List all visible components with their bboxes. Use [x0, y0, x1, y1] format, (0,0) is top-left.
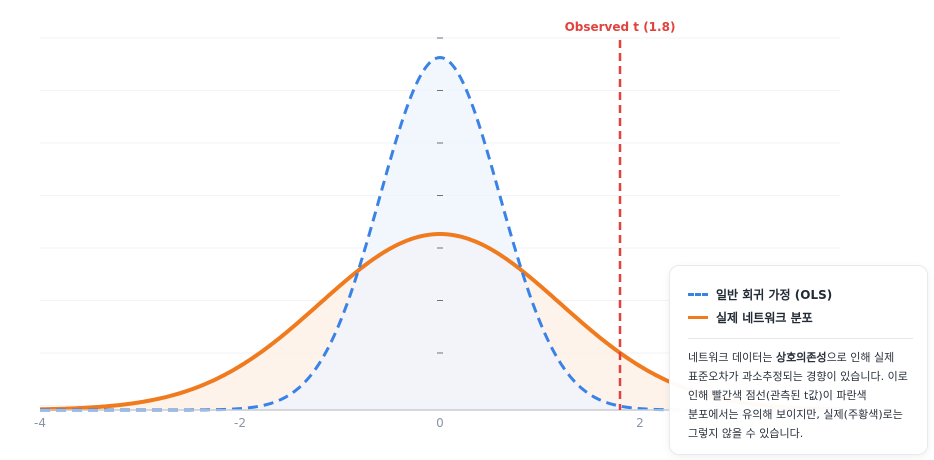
dashed-line-swatch-icon	[688, 292, 708, 296]
x-tick-label: -4	[34, 416, 46, 430]
x-tick-label: 0	[436, 416, 444, 430]
x-tick-label: 2	[636, 416, 644, 430]
legend-label-ols: 일반 회귀 가정 (OLS)	[716, 287, 833, 302]
x-tick-label: -2	[234, 416, 246, 430]
legend-item-network[interactable]: 실제 네트워크 분포	[688, 306, 913, 328]
observed-t-label: Observed t (1.8)	[565, 20, 676, 34]
legend-panel: 일반 회귀 가정 (OLS) 실제 네트워크 분포 네트워크 데이터는 상호의존…	[669, 265, 928, 455]
note-text-bold: 상호의존성	[775, 351, 827, 364]
annotations: Observed t (1.8)	[565, 20, 676, 410]
legend-divider	[688, 338, 913, 339]
note-text-1: 네트워크 데이터는	[688, 351, 776, 364]
note-text-2: 으로 인해 실제 표준오차가 과소추정되는 경향이 있습니다. 이로 인해 빨간…	[688, 351, 908, 440]
legend-explanation: 네트워크 데이터는 상호의존성으로 인해 실제 표준오차가 과소추정되는 경향이…	[688, 348, 913, 443]
solid-line-swatch-icon	[688, 315, 708, 319]
legend-label-network: 실제 네트워크 분포	[716, 310, 813, 325]
legend-item-ols[interactable]: 일반 회귀 가정 (OLS)	[688, 283, 913, 305]
